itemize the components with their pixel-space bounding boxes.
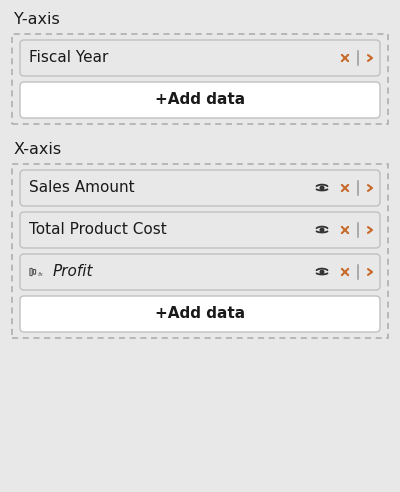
Text: Sales Amount: Sales Amount xyxy=(29,181,135,195)
Text: +Add data: +Add data xyxy=(155,92,245,107)
FancyBboxPatch shape xyxy=(20,40,380,76)
FancyBboxPatch shape xyxy=(20,254,380,290)
Text: Y-axis: Y-axis xyxy=(14,12,60,28)
Text: fx: fx xyxy=(38,272,44,277)
FancyBboxPatch shape xyxy=(20,82,380,118)
FancyBboxPatch shape xyxy=(20,170,380,206)
Circle shape xyxy=(320,270,324,274)
Text: +Add data: +Add data xyxy=(155,307,245,321)
FancyBboxPatch shape xyxy=(20,296,380,332)
Text: X-axis: X-axis xyxy=(14,143,62,157)
Bar xyxy=(12,164,388,338)
Circle shape xyxy=(320,186,324,190)
Text: Fiscal Year: Fiscal Year xyxy=(29,51,108,65)
Text: Total Product Cost: Total Product Cost xyxy=(29,222,167,238)
Bar xyxy=(12,34,388,124)
Text: Profit: Profit xyxy=(53,265,94,279)
FancyBboxPatch shape xyxy=(20,212,380,248)
Circle shape xyxy=(320,228,324,232)
